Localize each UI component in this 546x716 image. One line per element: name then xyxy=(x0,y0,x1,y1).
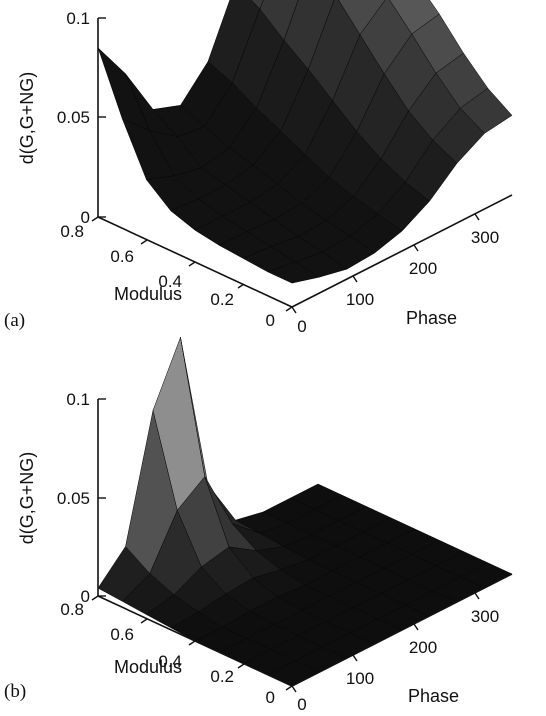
y-tick-label-b-2: 0.4 xyxy=(158,652,182,671)
z-axis-label-a: d(G,G+NG) xyxy=(17,72,37,165)
x-tick-label-b-0: 0 xyxy=(297,695,306,714)
surface-patch xyxy=(459,87,513,134)
x-tick-mark-a-0 xyxy=(291,306,297,314)
x-tick-label-a-0: 0 xyxy=(297,317,306,336)
y-tick-mark-b-4 xyxy=(91,595,99,601)
y-tick-mark-b-3 xyxy=(140,618,148,624)
y-tick-label-a-4: 0.8 xyxy=(60,222,84,241)
x-axis-label-b: Phase xyxy=(408,686,459,706)
x-tick-mark-a-3 xyxy=(474,213,480,221)
panel-label-a: (a) xyxy=(4,310,25,331)
x-tick-mark-b-1 xyxy=(352,654,358,662)
y-tick-mark-a-4 xyxy=(91,216,99,222)
y-axis-label-b: Modulus xyxy=(114,657,182,677)
y-tick-label-b-0: 0 xyxy=(266,688,275,707)
y-tick-mark-a-2 xyxy=(188,261,196,267)
z-tick-label-b-2: 0.1 xyxy=(66,390,90,409)
x-axis-line-a xyxy=(291,194,513,308)
x-tick-label-a-2: 200 xyxy=(409,259,437,278)
y-tick-label-a-2: 0.4 xyxy=(158,272,182,291)
x-tick-mark-b-3 xyxy=(474,592,480,600)
y-axis-label-a: Modulus xyxy=(114,284,182,304)
y-tick-mark-b-1 xyxy=(237,663,245,669)
y-tick-label-a-3: 0.6 xyxy=(110,247,134,266)
x-tick-label-b-2: 200 xyxy=(409,638,437,657)
x-tick-label-b-3: 300 xyxy=(471,607,499,626)
y-tick-mark-a-1 xyxy=(237,283,245,289)
x-tick-mark-a-1 xyxy=(352,275,358,283)
surface-patch xyxy=(259,0,299,41)
z-tick-label-a-2: 0.1 xyxy=(66,9,90,28)
y-tick-label-b-4: 0.8 xyxy=(60,600,84,619)
surface-patch xyxy=(250,0,264,10)
x-axis-line-b xyxy=(291,573,513,687)
y-tick-label-b-1: 0.2 xyxy=(210,667,234,686)
panel-label-b: (b) xyxy=(4,681,26,702)
z-tick-label-b-0: 0 xyxy=(81,587,90,606)
x-tick-label-b-1: 100 xyxy=(346,669,374,688)
z-axis-label-b: d(G,G+NG) xyxy=(17,452,37,545)
y-tick-mark-a-3 xyxy=(140,239,148,245)
z-tick-label-a-0: 0 xyxy=(81,208,90,227)
y-tick-mark-b-2 xyxy=(188,640,196,646)
surface-patch xyxy=(97,47,151,132)
x-tick-label-a-1: 100 xyxy=(346,290,374,309)
x-axis-label-a: Phase xyxy=(406,308,457,328)
panel-b: 0 0.05 0.1 0 0.2 0.4 0.6 0.8 0 100 200 3… xyxy=(4,336,513,714)
y-tick-label-a-0: 0 xyxy=(266,311,275,330)
x-tick-label-a-3: 300 xyxy=(471,228,499,247)
x-tick-mark-a-2 xyxy=(413,244,419,252)
y-tick-label-a-1: 0.2 xyxy=(210,290,234,309)
panel-a: 0 0.05 0.1 0 0.2 0.4 0.6 0.8 0 100 200 3… xyxy=(4,0,513,336)
x-tick-mark-b-2 xyxy=(413,623,419,631)
y-tick-mark-b-0 xyxy=(285,685,293,691)
surface-a xyxy=(97,0,513,284)
surface-b xyxy=(97,336,513,687)
z-tick-label-b-1: 0.05 xyxy=(57,489,90,508)
z-tick-label-a-1: 0.05 xyxy=(57,108,90,127)
y-tick-label-b-3: 0.6 xyxy=(110,625,134,644)
x-tick-mark-b-0 xyxy=(291,685,297,693)
y-tick-mark-a-0 xyxy=(285,306,293,312)
